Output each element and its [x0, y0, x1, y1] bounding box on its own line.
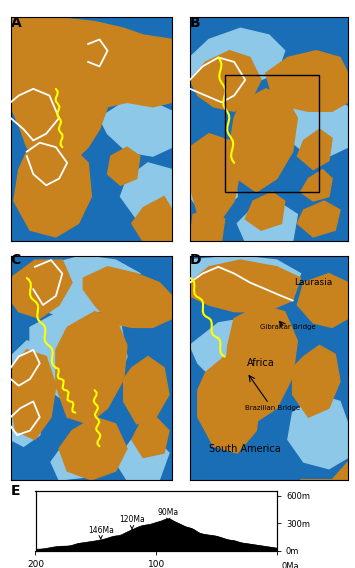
Polygon shape: [293, 345, 340, 417]
Polygon shape: [11, 17, 172, 170]
Text: Africa: Africa: [247, 358, 275, 368]
Polygon shape: [190, 51, 261, 111]
Polygon shape: [132, 417, 169, 458]
Text: A: A: [11, 16, 21, 30]
Polygon shape: [116, 435, 169, 480]
Polygon shape: [51, 431, 108, 480]
Text: E: E: [11, 484, 20, 498]
Text: D: D: [190, 253, 201, 267]
Polygon shape: [245, 192, 285, 230]
Text: B: B: [190, 16, 201, 30]
Polygon shape: [190, 133, 240, 223]
Polygon shape: [190, 210, 225, 241]
Polygon shape: [190, 260, 300, 312]
Polygon shape: [190, 319, 293, 417]
Polygon shape: [297, 274, 348, 327]
Text: South America: South America: [209, 444, 281, 454]
Polygon shape: [30, 312, 127, 408]
Polygon shape: [266, 51, 348, 111]
Polygon shape: [190, 256, 300, 305]
Polygon shape: [56, 312, 127, 424]
Polygon shape: [297, 201, 340, 237]
Polygon shape: [11, 44, 108, 95]
Polygon shape: [11, 350, 56, 440]
Text: 146Ma: 146Ma: [88, 526, 114, 539]
Polygon shape: [83, 267, 172, 327]
Polygon shape: [11, 402, 43, 446]
Polygon shape: [190, 163, 237, 215]
Polygon shape: [190, 28, 285, 84]
Polygon shape: [120, 163, 172, 223]
Text: Gibraltar Bridge: Gibraltar Bridge: [260, 324, 316, 331]
Polygon shape: [124, 357, 169, 424]
Text: Brazilian Bridge: Brazilian Bridge: [245, 405, 300, 411]
Polygon shape: [300, 462, 348, 480]
Polygon shape: [11, 260, 72, 319]
Polygon shape: [99, 102, 172, 156]
Polygon shape: [11, 341, 46, 390]
Text: 120Ma: 120Ma: [119, 515, 145, 529]
Polygon shape: [229, 89, 297, 192]
Polygon shape: [237, 89, 348, 156]
Polygon shape: [132, 197, 172, 241]
Bar: [225, 76, 320, 192]
Text: Laurasia: Laurasia: [294, 278, 332, 287]
Text: C: C: [11, 253, 21, 267]
Polygon shape: [198, 357, 261, 453]
Polygon shape: [297, 130, 332, 170]
Text: 0Ma: 0Ma: [282, 562, 299, 568]
Polygon shape: [59, 417, 127, 480]
Polygon shape: [237, 201, 297, 241]
Polygon shape: [30, 256, 140, 319]
Polygon shape: [288, 395, 348, 469]
Polygon shape: [225, 305, 297, 421]
Polygon shape: [300, 170, 332, 201]
Polygon shape: [108, 147, 140, 185]
Text: 90Ma: 90Ma: [158, 508, 179, 521]
Polygon shape: [14, 140, 92, 237]
